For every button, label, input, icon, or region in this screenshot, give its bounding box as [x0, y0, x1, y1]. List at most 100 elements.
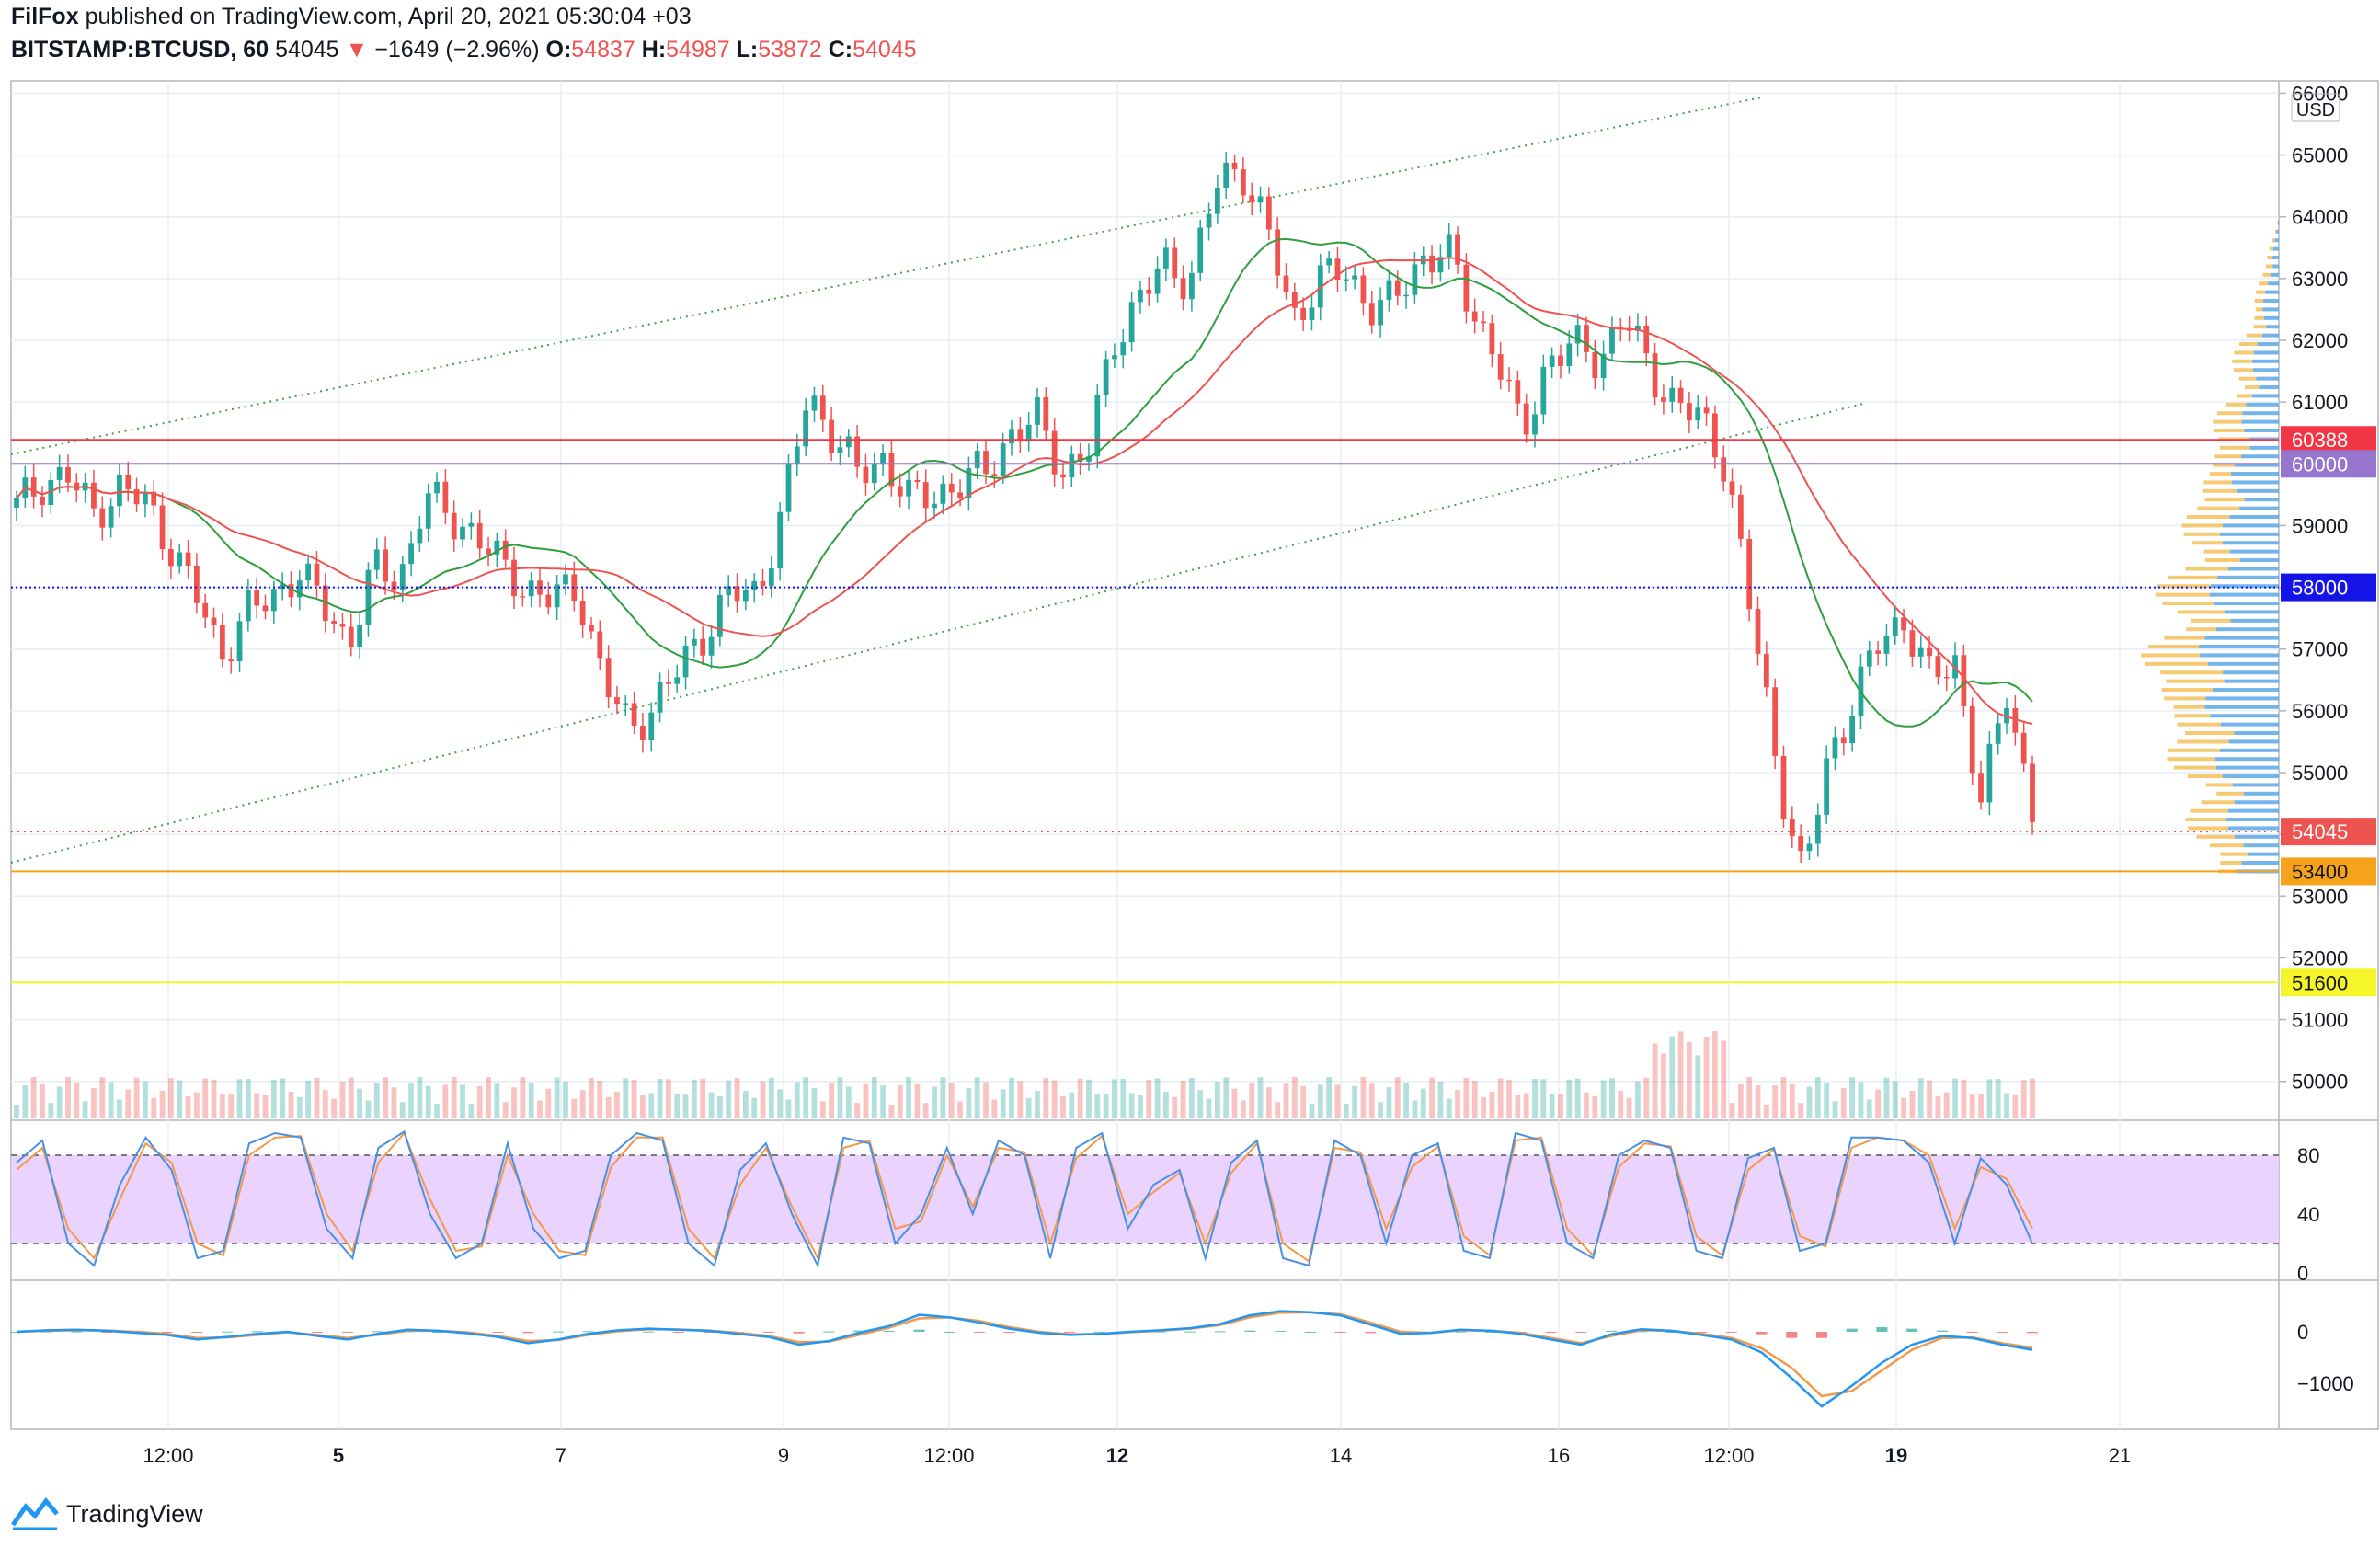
volume-profile-sell-bar: [2219, 445, 2250, 450]
candle-body: [1506, 379, 1512, 382]
macd-histogram-bar: [1906, 1328, 1918, 1332]
volume-bar: [1995, 1079, 2001, 1118]
candle-body: [708, 636, 715, 656]
volume-bar: [742, 1091, 749, 1118]
volume-profile-buy-bar: [2208, 661, 2279, 666]
tradingview-brand[interactable]: TradingView: [66, 1499, 203, 1528]
volume-bar: [185, 1095, 191, 1118]
volume-bar: [716, 1095, 723, 1118]
volume-profile-sell-bar: [2236, 394, 2252, 398]
volume-bar: [502, 1102, 509, 1118]
volume-profile-buy-bar: [2214, 602, 2279, 606]
candle-body: [99, 508, 106, 528]
volume-profile-buy-bar: [2265, 290, 2279, 294]
macd-histogram-bar: [1304, 1332, 1316, 1333]
volume-profile-sell-bar: [2188, 826, 2228, 831]
price-level-tag: [2281, 857, 2376, 886]
volume-bar: [1497, 1078, 1504, 1118]
volume-bar: [1429, 1077, 1435, 1118]
candle-body: [1060, 474, 1066, 478]
candle-body: [537, 580, 543, 595]
candle-body: [1352, 275, 1358, 280]
candle-body: [1695, 407, 1701, 421]
candle-body: [1300, 307, 1307, 321]
high-value: 54987: [666, 37, 730, 63]
volume-profile-buy-bar: [2228, 739, 2279, 744]
candle-body: [1935, 656, 1941, 677]
candle-body: [1574, 325, 1581, 344]
candle-body: [1729, 481, 1735, 495]
candle-body: [966, 468, 972, 498]
volume-bar: [974, 1077, 980, 1118]
candle-body: [829, 419, 835, 453]
volume-bar: [880, 1085, 886, 1118]
volume-bar: [30, 1077, 37, 1118]
candle-body: [1661, 397, 1666, 402]
candle-body: [1455, 234, 1460, 265]
candle-body: [1009, 429, 1014, 444]
candle-body: [563, 574, 568, 585]
candle-body: [1746, 538, 1753, 610]
volume-bar: [1858, 1082, 1864, 1118]
volume-bar: [554, 1077, 560, 1118]
price-level-tag: [2281, 968, 2376, 997]
volume-bar: [1214, 1081, 1220, 1118]
volume-bar: [1069, 1092, 1075, 1118]
volume-bar: [1875, 1089, 1881, 1118]
volume-bar: [1138, 1095, 1143, 1118]
volume-profile-buy-bar: [2256, 376, 2279, 381]
volume-profile-sell-bar: [2269, 246, 2273, 251]
volume-profile-buy-bar: [2210, 584, 2279, 589]
volume-profile-sell-bar: [2173, 765, 2216, 770]
author-name[interactable]: FilFox: [11, 4, 79, 29]
x-tick-label: 9: [778, 1444, 789, 1467]
candle-body: [1283, 275, 1289, 292]
candle-body: [177, 552, 183, 567]
volume-bar: [1188, 1077, 1195, 1118]
volume-profile-sell-bar: [2203, 549, 2230, 554]
volume-bar: [983, 1082, 989, 1118]
volume-bar: [108, 1082, 114, 1118]
candle-body: [1035, 396, 1040, 425]
x-tick-label: 7: [555, 1444, 566, 1467]
volume-bar: [151, 1097, 157, 1118]
tradingview-logo-icon[interactable]: [11, 1497, 59, 1530]
candle-body: [202, 602, 209, 618]
candle-body: [845, 436, 852, 448]
candle-body: [1086, 456, 1092, 462]
candle-body: [151, 491, 157, 506]
volume-profile-sell-bar: [2202, 488, 2237, 493]
volume-bar: [1549, 1094, 1555, 1118]
macd-histogram-bar: [161, 1332, 173, 1333]
volume-profile-sell-bar: [2234, 350, 2254, 355]
price-level-tag: [2281, 426, 2376, 454]
candle-body: [819, 395, 826, 420]
candle-body: [254, 590, 260, 606]
symbol-name[interactable]: BITSTAMP:BTCUSD, 60: [11, 37, 269, 63]
candle-body: [1772, 687, 1779, 756]
macd-histogram-bar: [883, 1330, 895, 1332]
volume-profile-sell-bar: [2204, 498, 2245, 502]
volume-profile-sell-bar: [2271, 238, 2275, 243]
candle-body: [1275, 229, 1281, 276]
candle-body: [1909, 630, 1916, 657]
volume-profile-sell-bar: [2216, 411, 2243, 416]
volume-bar: [1832, 1101, 1838, 1118]
volume-profile-sell-bar: [2210, 843, 2244, 848]
candle-body: [605, 658, 612, 698]
macd-histogram-bar: [1876, 1326, 1888, 1332]
volume-bar: [871, 1077, 877, 1118]
macd-histogram-bar: [1093, 1331, 1105, 1333]
macd-histogram-bar: [672, 1332, 684, 1333]
volume-bar: [579, 1090, 586, 1118]
macd-tick-label: 0: [2297, 1321, 2308, 1344]
candle-body: [932, 503, 937, 509]
footer: TradingView: [11, 1497, 203, 1530]
volume-bar: [1927, 1080, 1932, 1118]
volume-bar: [1626, 1097, 1632, 1118]
macd-histogram-bar: [1184, 1331, 1196, 1333]
volume-bar: [211, 1079, 217, 1118]
candle-body: [1223, 162, 1230, 189]
volume-bar: [760, 1081, 766, 1118]
